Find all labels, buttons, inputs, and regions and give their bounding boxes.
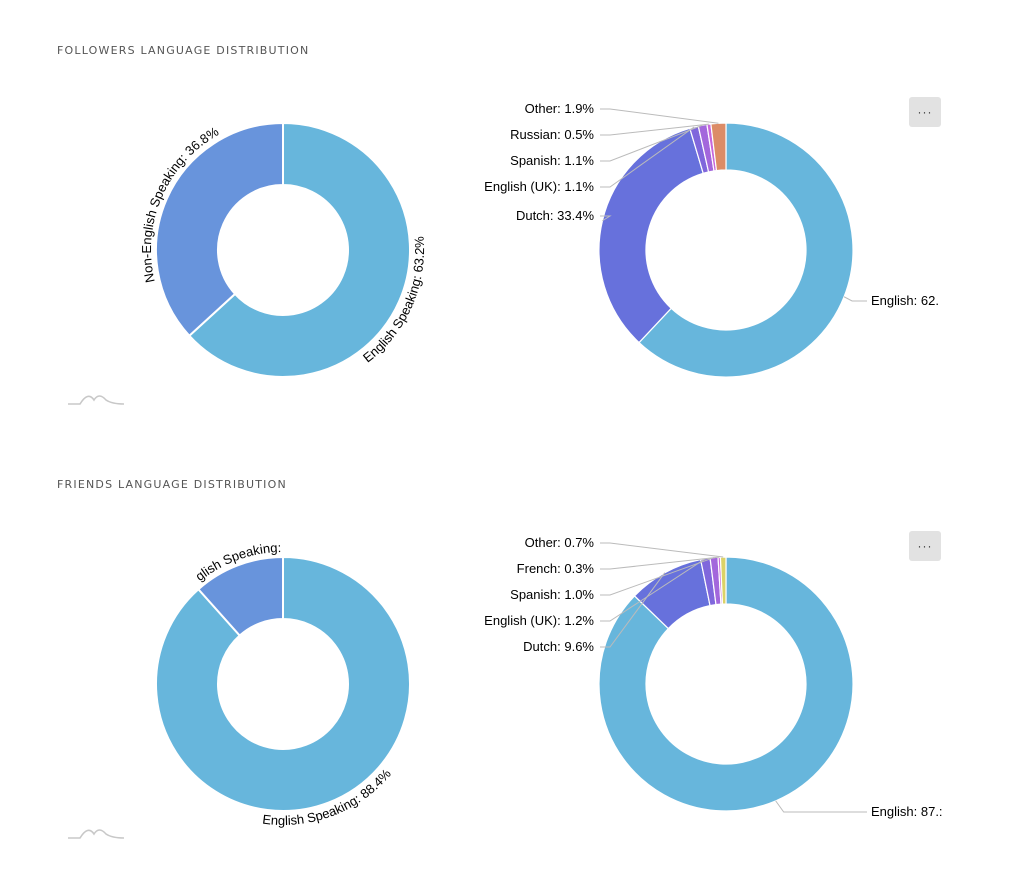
donut-slice-1[interactable] (598, 127, 704, 344)
callout-label-4: French: 0.3% (517, 561, 595, 576)
section-title-friends: FRIENDS LANGUAGE DISTRIBUTION (57, 478, 287, 491)
followers-export-menu-button[interactable]: ··· (909, 97, 941, 127)
callout-label-1: Dutch: 33.4% (516, 208, 594, 223)
callout-line-4 (600, 123, 709, 136)
donut-slice-0[interactable] (598, 556, 854, 812)
donut-slice-1[interactable] (155, 121, 284, 338)
callout-line-3 (600, 124, 703, 162)
callout-label-0: English: 62. (871, 293, 939, 308)
donut-slice-0[interactable] (187, 121, 411, 378)
callout-label-0: English: 87.: (871, 804, 943, 819)
chart-logo-icon[interactable] (66, 822, 126, 842)
donut-slice-5[interactable] (710, 122, 727, 172)
callout-line-5 (600, 542, 724, 558)
section-title-followers: FOLLOWERS LANGUAGE DISTRIBUTION (57, 44, 310, 57)
callout-label-5: Other: 0.7% (525, 535, 595, 550)
chart-clip-area (948, 0, 1024, 883)
callout-line-2 (600, 126, 695, 188)
followers-detailed-donut-chart: English: 62. Dutch: 33.4% English (UK): 1.… (484, 101, 939, 378)
callout-line-0 (843, 296, 867, 302)
callout-line-0 (775, 800, 867, 813)
callout-label-4: Russian: 0.5% (510, 127, 594, 142)
donut-slice-0[interactable] (638, 122, 854, 378)
callout-label-1: Dutch: 9.6% (523, 639, 594, 654)
callout-label-3: Spanish: 1.0% (510, 587, 594, 602)
callout-line-4 (600, 556, 720, 570)
chart-logo-icon[interactable] (66, 388, 126, 408)
callout-label-3: Spanish: 1.1% (510, 153, 594, 168)
callout-label-2: English (UK): 1.1% (484, 179, 594, 194)
callout-line-1 (600, 215, 612, 222)
callout-line-5 (600, 108, 719, 124)
callout-line-2 (600, 558, 706, 622)
followers-simple-donut-chart: English Speaking: 63.2%Non-English Speak… (139, 121, 427, 378)
donut-slice-0[interactable] (155, 555, 411, 812)
donut-slice-1[interactable] (197, 555, 284, 637)
callout-label-5: Other: 1.9% (525, 101, 595, 116)
callout-line-3 (600, 557, 715, 596)
friends-export-menu-button[interactable]: ··· (909, 531, 941, 561)
callout-label-2: English (UK): 1.2% (484, 613, 594, 628)
